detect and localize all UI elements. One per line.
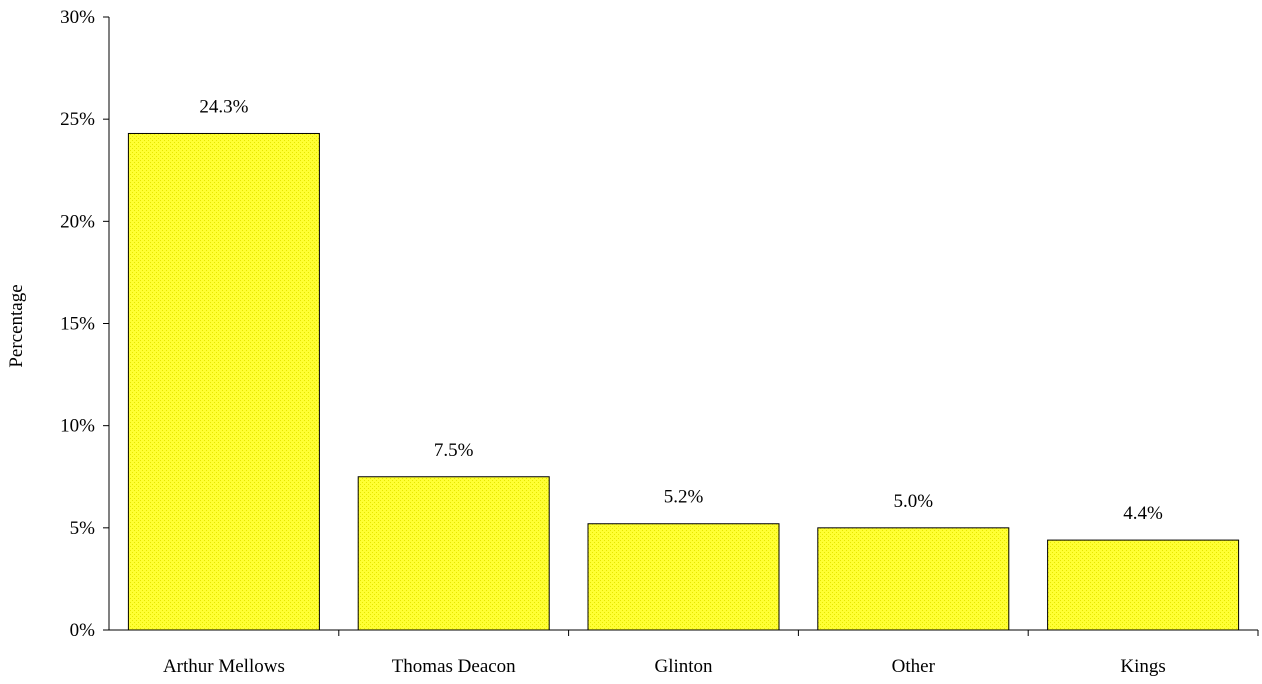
bar — [1047, 539, 1240, 631]
bar — [817, 527, 1010, 631]
y-tick-label: 10% — [60, 416, 95, 437]
data-label: 5.2% — [664, 487, 704, 508]
x-category-label: Thomas Deacon — [392, 656, 516, 677]
x-category-label: Other — [892, 656, 936, 677]
y-tick-label: 0% — [70, 620, 96, 641]
data-label: 7.5% — [434, 440, 474, 461]
y-axis-ticks: 0% 5% 10% 15% 20% 25% 30% — [60, 7, 109, 641]
y-tick-label: 20% — [60, 211, 95, 232]
bars: 24.3% 7.5% 5.2% 5.0% 4.4% — [127, 96, 1240, 631]
bar — [587, 523, 780, 631]
data-label: 24.3% — [199, 96, 248, 117]
y-tick-label: 15% — [60, 314, 95, 335]
y-tick-label: 25% — [60, 109, 95, 130]
y-tick-label: 5% — [70, 518, 96, 539]
bar — [127, 132, 320, 631]
bar — [357, 476, 550, 631]
x-category-label: Glinton — [654, 656, 713, 677]
y-tick-label: 30% — [60, 7, 95, 28]
y-axis-title: Percentage — [6, 284, 27, 367]
x-axis-ticks: Arthur Mellows Thomas Deacon Glinton Other K… — [163, 630, 1259, 677]
x-category-label: Kings — [1120, 656, 1165, 677]
x-category-label: Arthur Mellows — [163, 656, 285, 677]
data-label: 4.4% — [1123, 503, 1163, 524]
data-label: 5.0% — [894, 491, 934, 512]
